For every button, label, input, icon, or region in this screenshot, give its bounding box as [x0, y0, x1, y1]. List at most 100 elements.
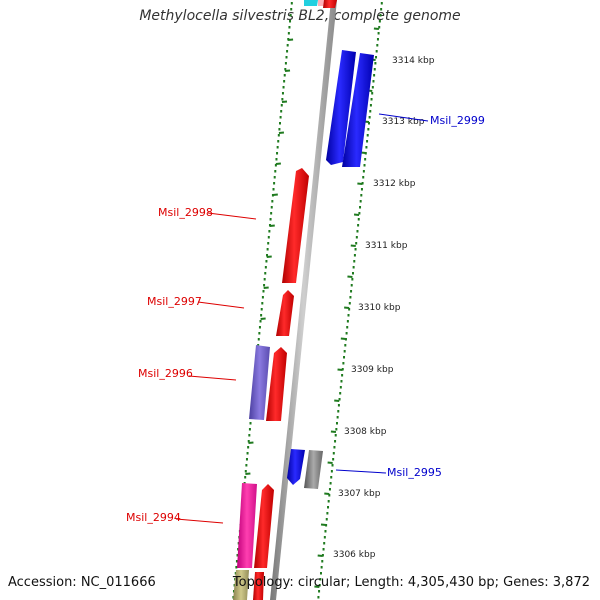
gene-label-msil-2999[interactable]: Msil_2999 — [430, 114, 485, 127]
tick-mark — [263, 286, 269, 289]
tick-dot — [287, 32, 290, 35]
tick-dot — [330, 470, 333, 473]
tick-dot — [270, 212, 273, 215]
gene-msil-2996[interactable] — [266, 347, 287, 421]
tick-dot — [279, 116, 282, 119]
tick-dot — [258, 326, 261, 329]
tick-label: 3313 kbp — [382, 117, 425, 127]
tick-mark — [344, 306, 350, 309]
gene-bottom-olive[interactable] — [233, 570, 249, 600]
tick-dot — [267, 242, 270, 245]
tick-dot — [332, 458, 335, 461]
tick-dot — [346, 320, 349, 323]
tick-dot — [366, 140, 369, 143]
tick-dot — [332, 452, 335, 455]
tick-dot — [244, 470, 247, 473]
gene-label-msil-2998[interactable]: Msil_2998 — [158, 206, 213, 219]
tick-dot — [272, 188, 275, 191]
tick-dot — [269, 218, 272, 221]
leader-lines — [175, 113, 429, 524]
leader-line — [207, 212, 257, 220]
tick-dot — [360, 194, 363, 197]
tick-dot — [261, 302, 264, 305]
tick-dot — [267, 236, 270, 239]
tick-dot — [335, 428, 338, 431]
gene-msil-2995-grey[interactable] — [304, 450, 323, 489]
tick-dot — [351, 278, 354, 281]
gene-label-msil-2996[interactable]: Msil_2996 — [138, 367, 193, 380]
gene-bottom-red[interactable] — [253, 572, 264, 600]
gene-label-msil-2994[interactable]: Msil_2994 — [126, 511, 181, 524]
tick-dot — [331, 464, 334, 467]
gene-msil-2994[interactable] — [254, 484, 274, 568]
tick-dot — [279, 122, 282, 125]
tick-dot — [371, 92, 374, 95]
leader-line — [197, 301, 245, 309]
tick-dot — [285, 56, 288, 59]
tick-dot — [356, 230, 359, 233]
leader-line — [335, 469, 387, 474]
tick-dot — [354, 248, 357, 251]
tick-dot — [355, 242, 358, 245]
tick-dot — [264, 272, 267, 275]
tick-dot — [362, 170, 365, 173]
gene-msil-2995-blue[interactable] — [287, 449, 305, 485]
gene-top-red[interactable] — [323, 0, 337, 8]
tick-dot — [281, 98, 284, 101]
tick-dot — [337, 404, 340, 407]
tick-dot — [376, 38, 379, 41]
tick-dot — [362, 176, 365, 179]
tick-dot — [288, 26, 291, 29]
tick-dot — [244, 476, 247, 479]
gene-top-cyan[interactable] — [304, 0, 318, 6]
leader-line — [378, 113, 429, 122]
tick-mark — [324, 492, 330, 495]
tick-dot — [259, 320, 262, 323]
tick-dot — [352, 266, 355, 269]
gene-msil-2996-purple[interactable] — [249, 345, 270, 420]
tick-dot — [248, 434, 251, 437]
tick-dot — [325, 518, 328, 521]
gene-msil-2997[interactable] — [276, 290, 294, 336]
tick-dot — [349, 296, 352, 299]
tick-dot — [328, 494, 331, 497]
gene-labels[interactable]: Msil_2999 Msil_2998 Msil_2997 Msil_2996 … — [126, 114, 485, 524]
tick-dot — [247, 446, 250, 449]
tick-label: 3308 kbp — [344, 427, 387, 437]
tick-dot — [289, 20, 292, 23]
tick-dot — [325, 524, 328, 527]
tick-mark — [278, 131, 285, 134]
tick-mark — [373, 27, 380, 30]
gene-label-msil-2997[interactable]: Msil_2997 — [147, 295, 202, 308]
tick-dot — [380, 2, 383, 5]
tick-dot — [317, 596, 320, 599]
gene-top-pink[interactable] — [318, 0, 324, 6]
tick-dot — [277, 140, 280, 143]
tick-dot — [320, 566, 323, 569]
gene-msil-2999-b[interactable] — [342, 53, 374, 167]
tick-dot — [263, 278, 266, 281]
tick-dot — [273, 182, 276, 185]
gene-features[interactable] — [233, 0, 374, 600]
tick-mark — [337, 368, 343, 371]
gene-msil-2994-pink[interactable] — [237, 483, 257, 568]
gene-msil-2998[interactable] — [282, 168, 309, 283]
tick-dot — [258, 332, 261, 335]
tick-dot — [364, 158, 367, 161]
tick-dot — [236, 554, 239, 557]
tick-dot — [375, 56, 378, 59]
gene-label-msil-2995[interactable]: Msil_2995 — [387, 466, 442, 479]
tick-dot — [371, 86, 374, 89]
tick-dot — [380, 8, 383, 11]
gene-msil-2999-a[interactable] — [326, 50, 356, 165]
tick-dot — [319, 572, 322, 575]
tick-dot — [373, 68, 376, 71]
tick-dot — [235, 560, 238, 563]
tick-dot — [359, 200, 362, 203]
tick-mark — [330, 430, 337, 433]
genome-backbone — [270, 0, 337, 600]
tick-dot — [327, 506, 330, 509]
tick-dot — [322, 548, 325, 551]
tick-dot — [276, 152, 279, 155]
